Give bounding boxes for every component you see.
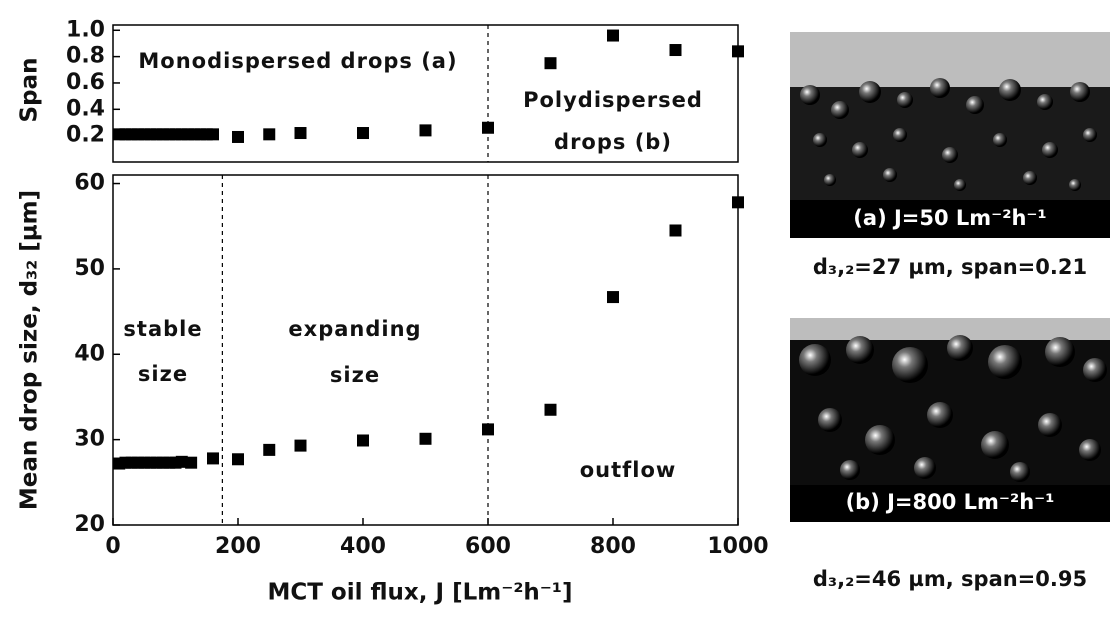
annotation: Polydispersed [523, 88, 703, 112]
y-tick-label: 20 [74, 512, 105, 537]
x-tick-label: 1000 [707, 534, 768, 559]
y-tick-label: 0.2 [66, 123, 105, 148]
image-stats: d₃,₂=27 µm, span=0.21 [813, 255, 1087, 279]
annotation: outflow [580, 458, 677, 482]
image-caption: (a) J=50 Lm⁻²h⁻¹ [853, 206, 1046, 230]
y-tick-label: 0.6 [66, 70, 105, 95]
data-point [732, 45, 744, 58]
data-point [232, 130, 244, 143]
y-tick-label: 0.8 [66, 44, 105, 69]
data-point [732, 196, 744, 209]
data-point [207, 128, 219, 141]
annotation: expanding [288, 317, 421, 341]
x-tick-label: 800 [590, 534, 636, 559]
annotation: drops (b) [554, 130, 672, 154]
data-point [482, 121, 494, 134]
y-tick-label: 50 [74, 256, 105, 281]
data-point [263, 443, 276, 456]
annotation: stable [123, 317, 202, 341]
y-tick-label: 30 [74, 427, 105, 452]
y-tick-label: 60 [74, 171, 105, 196]
y-tick-label: 1.0 [66, 17, 105, 42]
annotation: size [138, 362, 188, 386]
data-point [607, 291, 619, 304]
y-tick-label: 40 [74, 341, 105, 366]
data-point [669, 224, 682, 237]
data-point [544, 57, 557, 70]
x-tick-label: 600 [465, 534, 511, 559]
data-point [175, 455, 188, 468]
data-point [544, 403, 557, 416]
x-tick-label: 200 [215, 534, 261, 559]
photo-b [790, 318, 1110, 522]
photo-a [790, 32, 1110, 238]
plot-frame [112, 174, 739, 526]
data-point [263, 128, 276, 141]
data-point [294, 439, 307, 452]
y-tick-label: 0.4 [66, 96, 105, 121]
data-point [207, 452, 219, 465]
data-point [419, 124, 432, 137]
image-stats: d₃,₂=46 µm, span=0.95 [813, 567, 1087, 591]
data-point [294, 127, 307, 140]
data-point [419, 432, 432, 445]
y-axis-label: Mean drop size, d₃₂ [µm] [17, 190, 43, 510]
plot-frame [112, 24, 739, 163]
data-point [607, 29, 619, 42]
annotation: Monodispersed drops (a) [138, 49, 457, 73]
image-caption: (b) J=800 Lm⁻²h⁻¹ [846, 490, 1055, 514]
x-tick-label: 400 [340, 534, 386, 559]
annotation: size [330, 363, 380, 387]
data-point [357, 434, 369, 447]
x-tick-label: 0 [105, 534, 120, 559]
data-point [185, 456, 198, 469]
data-point [357, 127, 369, 140]
y-axis-label: Span [17, 58, 43, 123]
data-point [482, 423, 494, 436]
data-point [232, 453, 244, 466]
x-axis-label: MCT oil flux, J [Lm⁻²h⁻¹] [267, 580, 572, 606]
data-point [669, 44, 682, 57]
